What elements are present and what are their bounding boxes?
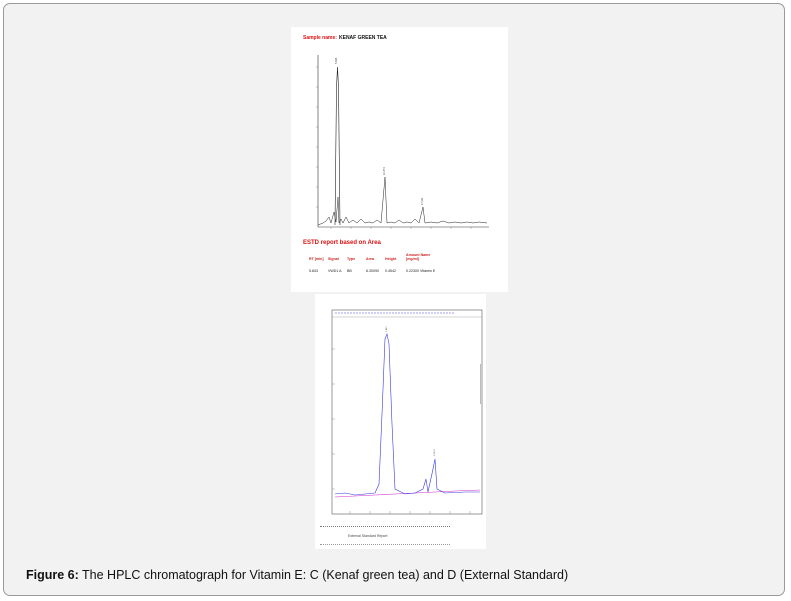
header-signal: Signal — [328, 257, 339, 261]
svg-text:17.211: 17.211 — [421, 197, 424, 205]
header-area: Area — [366, 257, 374, 261]
sample-name: KENAF GREEN TEA — [339, 35, 387, 41]
estd-table-header: RT [min] Signal Type Area Height Amount … — [309, 253, 446, 261]
chromatogram-c-plot: 5.843 12.374 17.211 — [316, 55, 489, 229]
scan-edge-mark — [480, 364, 481, 404]
external-standard-report-label: External Standard Report — [348, 534, 388, 538]
header-amount-name: Amount Name [mg/ml] — [406, 253, 431, 261]
svg-text:13.421: 13.421 — [434, 449, 436, 456]
cell-amount-name: 0.22300 Vitamin E — [406, 269, 436, 273]
estd-table: RT [min] Signal Type Area Height Amount … — [309, 253, 446, 273]
report-divider-top — [320, 526, 450, 530]
svg-text:5.843: 5.843 — [386, 326, 388, 332]
caption-label: Figure 6: — [26, 568, 79, 582]
figure-frame: Sample name: KENAF GREEN TEA — [3, 3, 785, 596]
caption-text: The HPLC chromatograph for Vitamin E: C … — [78, 568, 569, 582]
cell-area: 6.30090 — [366, 269, 379, 273]
chromatogram-panel-d: 5.843 13.421 External Standard Report — [315, 294, 486, 549]
estd-table-row: 5.843 VWD1 A BB 6.30090 0.4542 0.22300 V… — [309, 269, 446, 273]
header-type: Type — [347, 257, 356, 261]
chromatogram-d-plot: 5.843 13.421 — [331, 309, 483, 515]
header-rt: RT [min] — [309, 257, 324, 261]
header-height: Height — [385, 257, 397, 261]
report-divider-bottom — [320, 544, 450, 548]
svg-text:12.374: 12.374 — [383, 167, 386, 175]
sample-label: Sample name: — [303, 35, 337, 41]
estd-report-title: ESTD report based on Area — [303, 240, 381, 246]
chromatogram-panel-c: Sample name: KENAF GREEN TEA — [291, 27, 508, 292]
cell-height: 0.4542 — [385, 269, 396, 273]
cell-type: BB — [347, 269, 352, 273]
figure-caption: Figure 6: The HPLC chromatograph for Vit… — [26, 567, 766, 583]
svg-text:5.843: 5.843 — [335, 57, 338, 64]
cell-signal: VWD1 A — [328, 269, 342, 273]
cell-rt: 5.843 — [309, 269, 318, 273]
